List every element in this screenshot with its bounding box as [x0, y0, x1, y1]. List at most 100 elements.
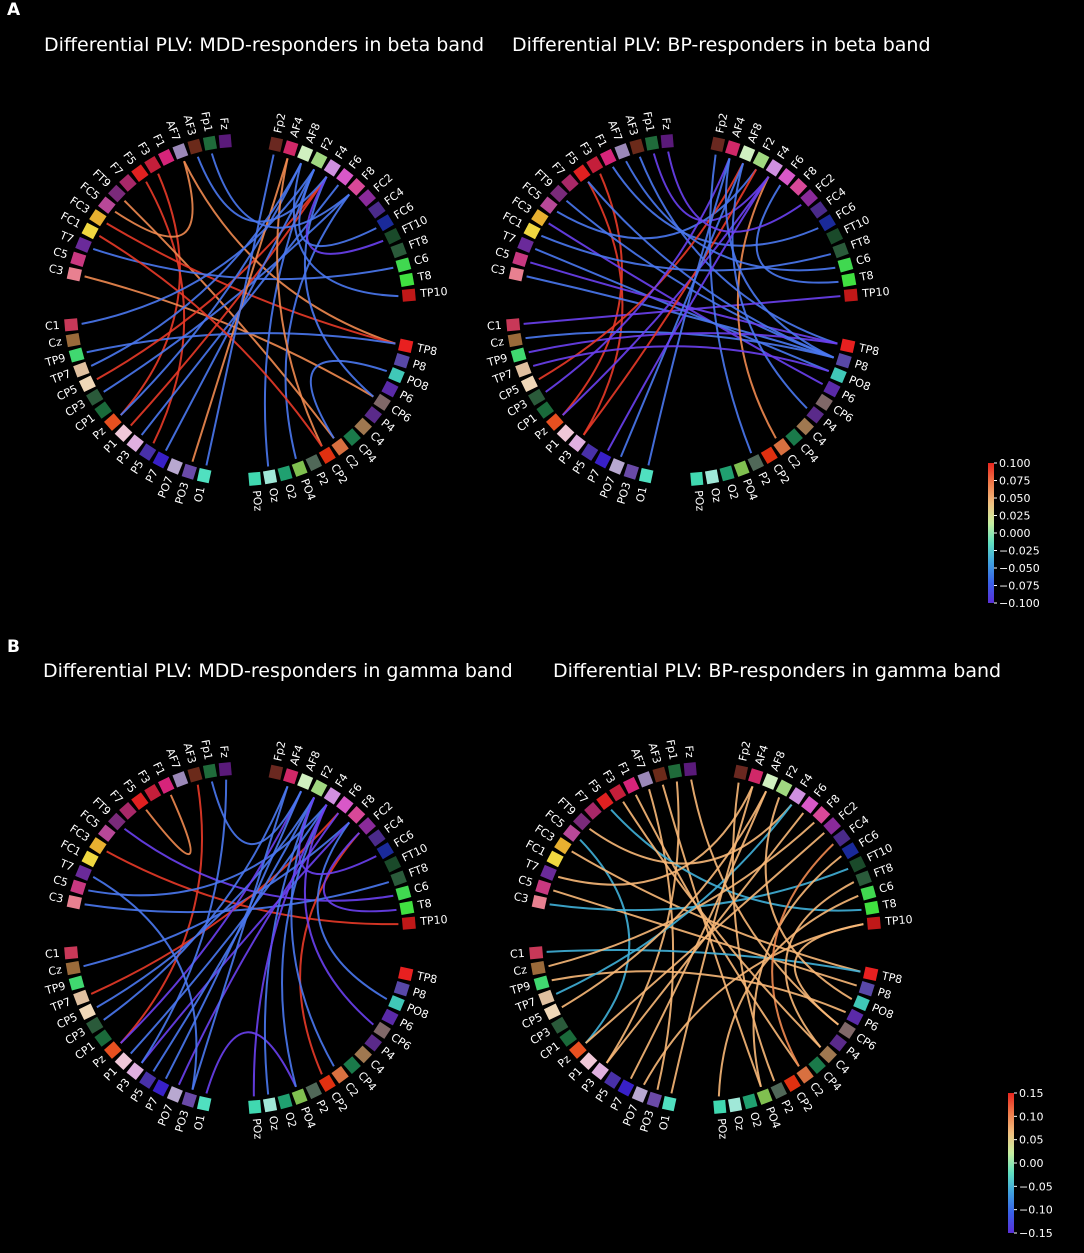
node-cp1	[559, 1029, 578, 1047]
node-po4	[291, 1088, 308, 1105]
node-af8	[297, 145, 314, 162]
node-f7	[119, 174, 137, 192]
node-label: P7	[143, 1095, 161, 1113]
node-p6	[381, 380, 399, 398]
connection-edge	[284, 193, 351, 460]
node-af4	[748, 768, 764, 785]
node-fz	[218, 762, 232, 777]
node-t8	[399, 272, 415, 288]
node-label: P7	[608, 1095, 626, 1113]
node-label: POz	[250, 1118, 265, 1140]
node-t8	[864, 900, 880, 916]
node-label: PO3	[173, 1109, 192, 1134]
node-ft10	[384, 227, 402, 245]
node-f8	[789, 178, 808, 196]
connection-edge	[562, 176, 770, 416]
panel-letter-b: B	[7, 637, 20, 657]
node-po4	[733, 460, 750, 477]
connection-edge	[545, 157, 731, 393]
node-o1	[661, 1096, 677, 1112]
connection-edge	[177, 812, 340, 1086]
node-label: FT8	[849, 233, 872, 252]
node-c2	[331, 1065, 349, 1084]
node-pz	[546, 413, 564, 431]
node-c6	[860, 885, 877, 901]
node-c4	[819, 1045, 837, 1064]
node-label: F5	[120, 149, 138, 167]
node-fc5	[562, 824, 581, 842]
node-label: C5	[51, 873, 69, 890]
node-fp2	[710, 136, 726, 152]
node-label: F8	[801, 164, 820, 183]
node-label: Pz	[555, 1052, 573, 1070]
node-label: F5	[562, 149, 580, 167]
node-po7	[608, 458, 625, 475]
node-f6	[801, 795, 819, 814]
node-t7	[517, 236, 534, 253]
node-label: P2	[778, 1098, 796, 1116]
node-c3	[66, 894, 82, 910]
node-c5	[70, 251, 87, 267]
connection-edge	[90, 162, 302, 367]
node-c1	[64, 946, 79, 960]
node-label: Fp2	[271, 112, 288, 135]
title-mdd-beta: Differential PLV: MDD-responders in beta…	[44, 34, 485, 56]
node-oz	[262, 1097, 278, 1113]
node-t7	[75, 864, 92, 881]
node-p5	[604, 1071, 622, 1089]
node-label: P3	[114, 1076, 133, 1095]
title-mdd-gamma: Differential PLV: MDD-responders in gamm…	[43, 660, 513, 682]
node-label: Fz	[217, 117, 231, 130]
node-label: Fp1	[198, 111, 214, 133]
node-cp5	[520, 375, 538, 393]
node-fc3	[89, 209, 107, 227]
node-label: Fp2	[271, 740, 288, 763]
node-fc5	[539, 196, 558, 214]
node-t8	[399, 900, 415, 916]
node-tp8	[398, 338, 414, 354]
node-p2	[747, 454, 765, 472]
node-label: C3	[47, 890, 64, 906]
node-af8	[297, 773, 314, 790]
node-label: C1	[486, 319, 502, 333]
node-cp4	[343, 1056, 361, 1074]
node-label: C2	[784, 452, 803, 472]
node-tp8	[863, 966, 879, 982]
node-ft9	[573, 812, 591, 831]
node-label: PO3	[638, 1109, 657, 1134]
connection-edge	[784, 881, 855, 1048]
connection-edge	[92, 876, 198, 1090]
connection-edge	[123, 200, 335, 439]
node-f6	[778, 167, 796, 186]
node-label: C6	[413, 879, 431, 895]
node-af4	[283, 140, 299, 157]
connection-edge	[183, 160, 396, 345]
node-label: F6	[346, 781, 364, 800]
node-p8	[835, 353, 852, 369]
connection-edge	[103, 785, 289, 1021]
node-c5	[512, 251, 529, 267]
node-cp1	[94, 1029, 113, 1047]
node-cp4	[343, 428, 361, 446]
node-label: O2	[724, 483, 741, 502]
node-label: O1	[657, 1113, 673, 1131]
connection-edge	[736, 176, 777, 439]
connection-edge	[96, 796, 316, 1009]
connection-edge	[114, 160, 194, 238]
node-po7	[166, 1086, 183, 1103]
colorbar-tick-label: 0.075	[999, 475, 1031, 488]
node-ft8	[390, 870, 407, 887]
node-label: Pz	[532, 424, 550, 442]
connection-edge	[625, 160, 836, 272]
connection-edge	[81, 168, 315, 325]
node-label: P1	[543, 437, 562, 456]
node-label: Fz	[659, 117, 673, 130]
node-c1	[506, 318, 521, 332]
node-label: P1	[566, 1065, 585, 1084]
node-af3	[629, 138, 645, 155]
node-label: P6	[862, 1016, 880, 1034]
node-label: TP9	[508, 979, 532, 997]
connection-edge	[205, 154, 275, 466]
connection-edge	[210, 781, 302, 845]
node-tp10	[401, 288, 416, 302]
